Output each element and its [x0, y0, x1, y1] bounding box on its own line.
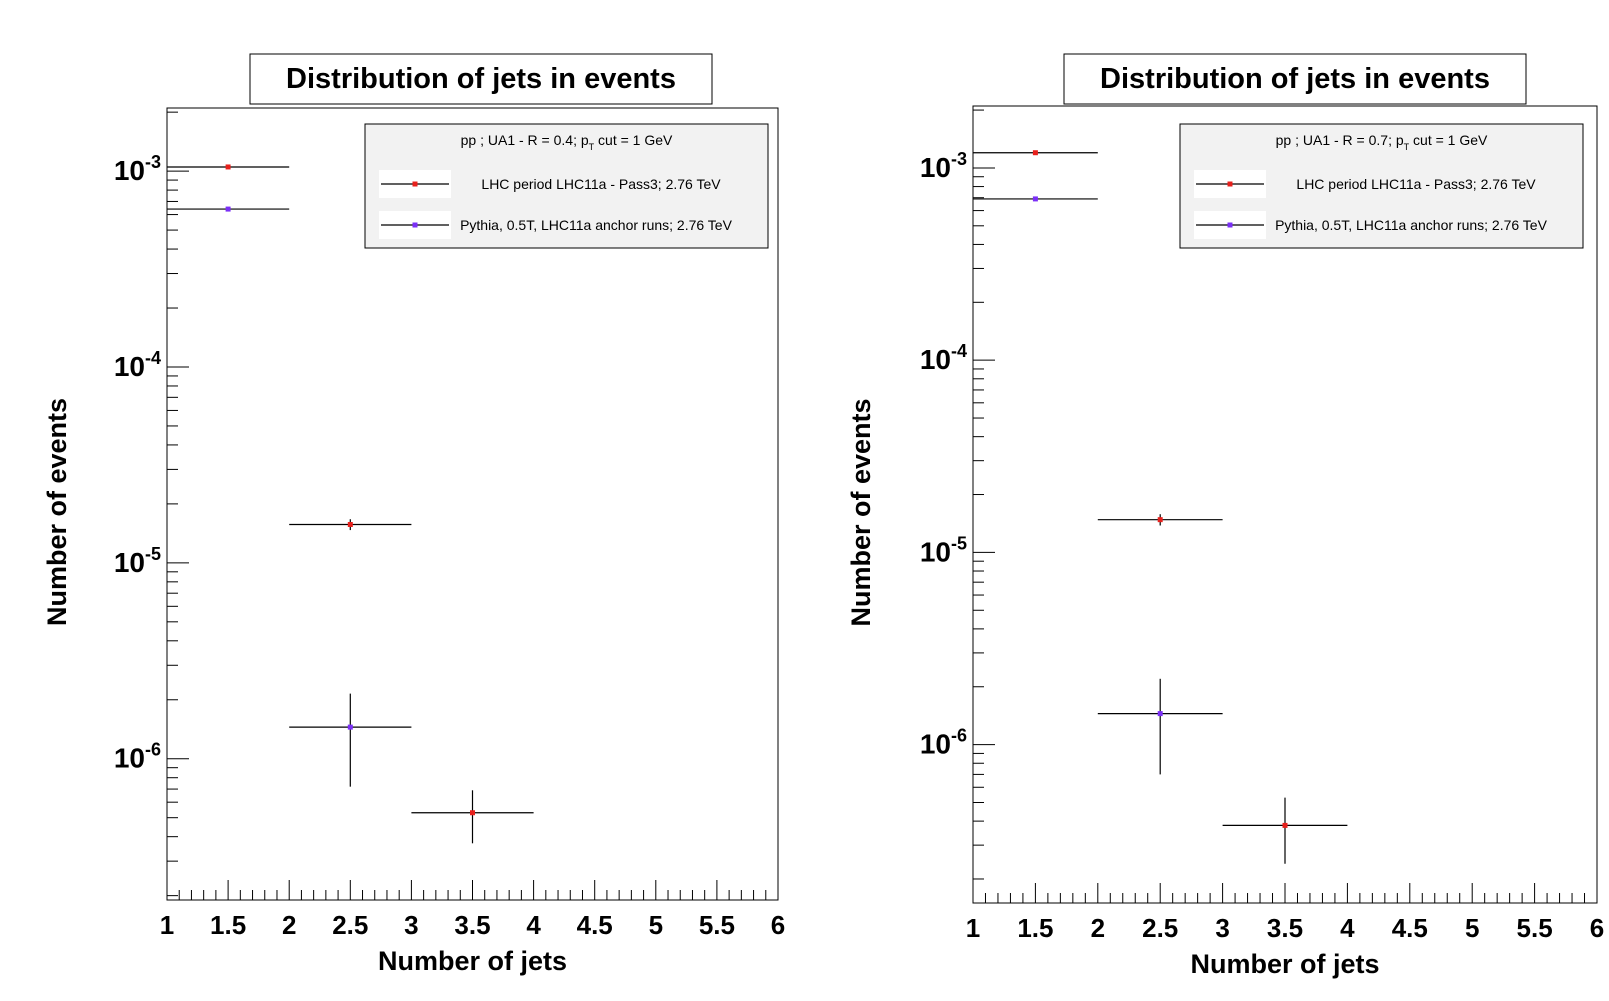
- x-tick-label: 5.5: [1517, 913, 1553, 943]
- legend-header-main: pp ; UA1 - R = 0.4; p: [461, 132, 589, 148]
- data-point: [1157, 711, 1163, 717]
- legend-header-tail: cut = 1 GeV: [1409, 132, 1488, 148]
- y-tick-label: 10-6: [920, 726, 967, 760]
- data-point: [1032, 196, 1038, 202]
- legend-label: LHC period LHC11a - Pass3; 2.76 TeV: [481, 176, 721, 192]
- x-tick-label: 1: [160, 910, 174, 940]
- legend-label: Pythia, 0.5T, LHC11a anchor runs; 2.76 T…: [460, 217, 733, 233]
- y-tick-label: 10-5: [114, 544, 161, 578]
- y-tick-base: 10: [920, 344, 951, 375]
- x-tick-label: 6: [771, 910, 785, 940]
- x-tick-label: 2.5: [1142, 913, 1178, 943]
- legend-entry: LHC period LHC11a - Pass3; 2.76 TeV: [379, 170, 721, 198]
- y-tick-exponent: -5: [951, 533, 967, 553]
- y-tick-base: 10: [920, 152, 951, 183]
- y-tick-base: 10: [114, 155, 145, 186]
- legend: pp ; UA1 - R = 0.4; pT cut = 1 GeV LHC pe…: [364, 123, 769, 249]
- data-point: [347, 521, 353, 527]
- series-data: [973, 150, 1348, 864]
- legend-header: pp ; UA1 - R = 0.4; pT cut = 1 GeV: [461, 132, 673, 152]
- chart-panel-2: 1 1.5 2 2.5 3 3.5 4 4.5 5 5.5 610-310-410-510-6Dis…: [846, 53, 1604, 979]
- legend-label: Pythia, 0.5T, LHC11a anchor runs; 2.76 T…: [1275, 217, 1548, 233]
- y-tick-base: 10: [920, 536, 951, 567]
- y-tick-base: 10: [114, 547, 145, 578]
- legend-header-tail: cut = 1 GeV: [594, 132, 673, 148]
- y-tick-label: 10-4: [920, 341, 967, 375]
- y-tick-label: 10-5: [920, 533, 967, 567]
- legend-marker: [412, 222, 418, 228]
- legend-entry: Pythia, 0.5T, LHC11a anchor runs; 2.76 T…: [1194, 211, 1548, 239]
- legend: pp ; UA1 - R = 0.7; pT cut = 1 GeV LHC pe…: [1179, 123, 1584, 249]
- legend-header-subscript: T: [1404, 142, 1410, 152]
- x-tick-label: 2: [1091, 913, 1105, 943]
- x-tick-label: 3.5: [454, 910, 490, 940]
- x-tick-label: 4: [526, 910, 541, 940]
- x-tick-label: 4.5: [577, 910, 613, 940]
- data-point: [470, 810, 475, 816]
- x-tick-label: 2.5: [332, 910, 368, 940]
- x-tick-label: 5: [1465, 913, 1479, 943]
- legend-marker: [1227, 222, 1233, 228]
- y-tick-exponent: -6: [951, 726, 967, 746]
- x-tick-label: 2: [282, 910, 296, 940]
- series-pythia: [167, 206, 412, 787]
- x-tick-label: 5.5: [699, 910, 735, 940]
- y-tick-exponent: -4: [145, 348, 161, 368]
- y-tick-exponent: -6: [145, 740, 161, 760]
- x-tick-label: 3: [1215, 913, 1229, 943]
- chart-title: Distribution of jets in events: [1100, 63, 1490, 95]
- x-tick-label: 1.5: [210, 910, 246, 940]
- series-data: [167, 164, 534, 844]
- y-tick-label: 10-3: [114, 152, 161, 186]
- x-tick-label: 5: [649, 910, 663, 940]
- legend-entry: LHC period LHC11a - Pass3; 2.76 TeV: [1194, 170, 1536, 198]
- chart-panel-1: 1 1.5 2 2.5 3 3.5 4 4.5 5 5.5 610-310-410-510-6Dis…: [42, 53, 785, 976]
- data-point: [225, 206, 231, 212]
- title-box: [249, 53, 713, 105]
- y-tick-label: 10-3: [920, 149, 967, 183]
- legend-entry: Pythia, 0.5T, LHC11a anchor runs; 2.76 T…: [379, 211, 733, 239]
- y-axis-label: Number of events: [846, 398, 876, 626]
- legend-header-subscript: T: [589, 142, 595, 152]
- data-point: [1282, 822, 1288, 828]
- legend-marker: [1227, 181, 1233, 187]
- y-tick-exponent: -3: [145, 152, 161, 172]
- title-box: [1063, 53, 1527, 105]
- legend-label: LHC period LHC11a - Pass3; 2.76 TeV: [1296, 176, 1536, 192]
- y-tick-label: 10-4: [114, 348, 161, 382]
- x-tick-label: 6: [1590, 913, 1604, 943]
- y-tick-label: 10-6: [114, 740, 161, 774]
- series-pythia: [973, 196, 1223, 775]
- y-tick-exponent: -5: [145, 544, 161, 564]
- x-axis-label: Number of jets: [378, 946, 567, 976]
- data-point: [225, 164, 231, 170]
- data-point: [1032, 150, 1038, 156]
- y-axis-label: Number of events: [42, 398, 72, 626]
- x-tick-label: 1.5: [1017, 913, 1053, 943]
- y-tick-exponent: -3: [951, 149, 967, 169]
- x-tick-label: 4.5: [1392, 913, 1428, 943]
- y-tick-base: 10: [114, 351, 145, 382]
- data-point: [347, 724, 353, 730]
- legend-header: pp ; UA1 - R = 0.7; pT cut = 1 GeV: [1276, 132, 1488, 152]
- y-tick-base: 10: [114, 743, 145, 774]
- x-tick-label: 3.5: [1267, 913, 1303, 943]
- x-tick-label: 4: [1340, 913, 1355, 943]
- legend-marker: [412, 181, 418, 187]
- chart-title: Distribution of jets in events: [286, 63, 676, 95]
- y-tick-exponent: -4: [951, 341, 967, 361]
- legend-header-main: pp ; UA1 - R = 0.7; p: [1276, 132, 1404, 148]
- data-point: [1157, 517, 1163, 523]
- y-tick-base: 10: [920, 729, 951, 760]
- x-axis-label: Number of jets: [1190, 949, 1379, 979]
- x-tick-label: 3: [404, 910, 418, 940]
- x-tick-label: 1: [966, 913, 980, 943]
